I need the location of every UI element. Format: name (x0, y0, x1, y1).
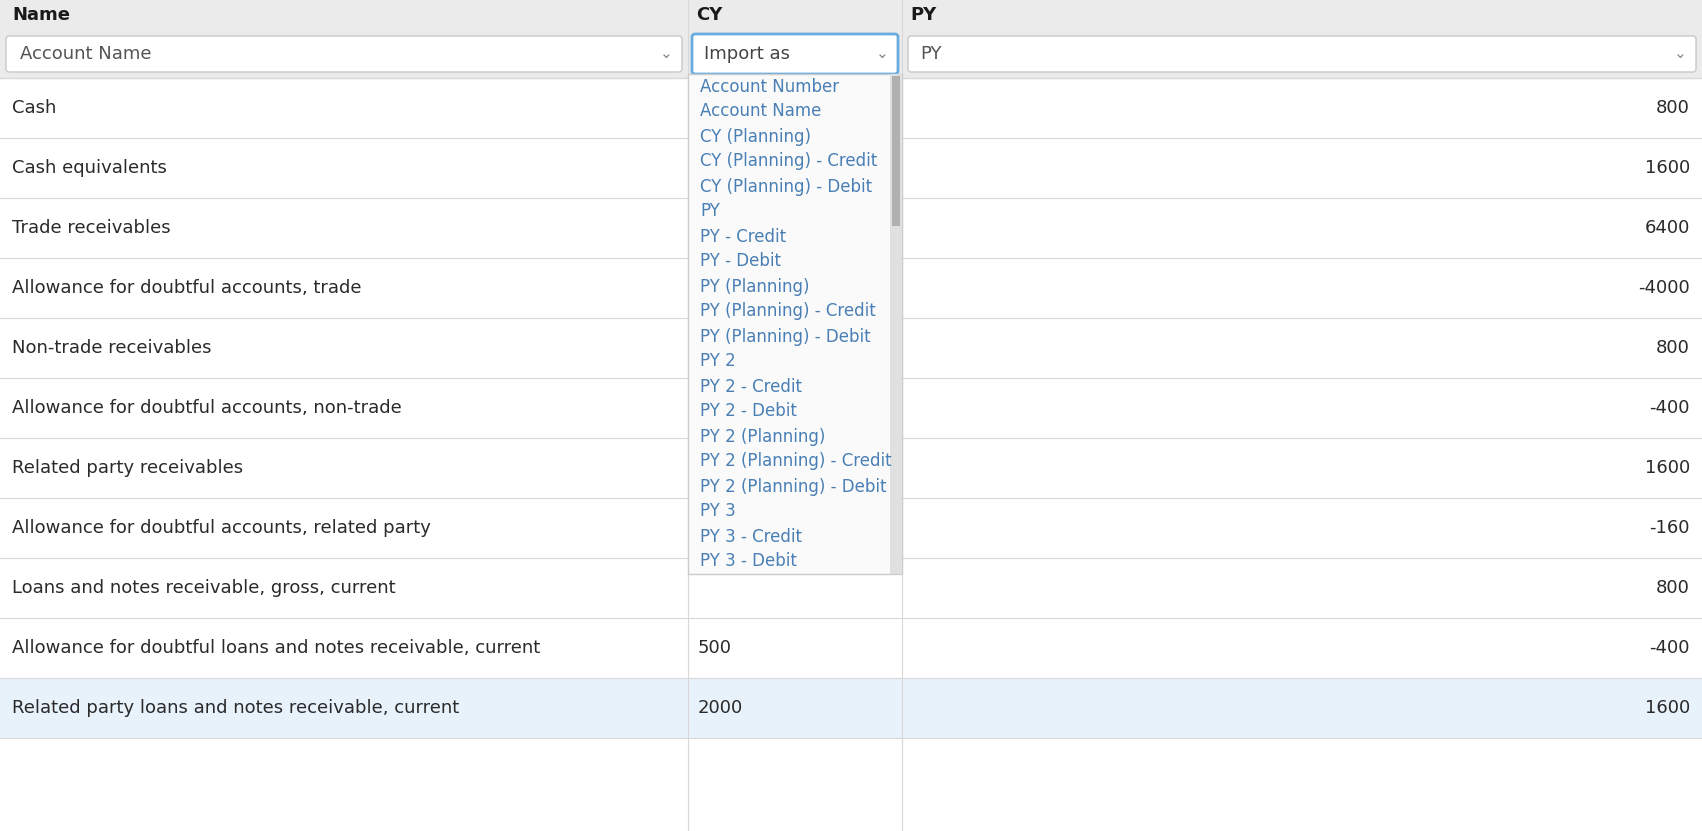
Text: ⌄: ⌄ (1673, 47, 1687, 61)
Text: -400: -400 (1649, 399, 1690, 417)
Text: PY 2: PY 2 (700, 352, 735, 371)
Text: PY 3: PY 3 (700, 503, 735, 520)
Text: Loans and notes receivable, gross, current: Loans and notes receivable, gross, curre… (12, 579, 395, 597)
Text: -160: -160 (1649, 519, 1690, 537)
Text: PY - Credit: PY - Credit (700, 228, 786, 245)
Text: ⌄: ⌄ (875, 47, 888, 61)
Bar (0, 258, 1702, 318)
Text: Account Name: Account Name (20, 45, 151, 63)
Bar (0, 618, 1702, 678)
Bar (0, 138, 1702, 198)
FancyBboxPatch shape (907, 36, 1695, 72)
Text: PY 2 - Debit: PY 2 - Debit (700, 402, 797, 420)
Text: Account Number: Account Number (700, 77, 839, 96)
Text: Related party receivables: Related party receivables (12, 459, 243, 477)
Text: 6400: 6400 (1644, 219, 1690, 237)
Text: 800: 800 (1656, 99, 1690, 117)
Text: Related party loans and notes receivable, current: Related party loans and notes receivable… (12, 699, 460, 717)
Text: CY (Planning) - Credit: CY (Planning) - Credit (700, 153, 877, 170)
Text: CY (Planning): CY (Planning) (700, 127, 810, 145)
Text: PY 2 (Planning) - Debit: PY 2 (Planning) - Debit (700, 478, 887, 495)
Text: PY 2 (Planning): PY 2 (Planning) (700, 427, 825, 445)
Text: Allowance for doubtful accounts, related party: Allowance for doubtful accounts, related… (12, 519, 431, 537)
Text: PY (Planning) - Credit: PY (Planning) - Credit (700, 302, 877, 321)
Bar (688, 74, 902, 574)
Text: 800: 800 (1656, 339, 1690, 357)
FancyBboxPatch shape (7, 36, 683, 72)
Text: Import as: Import as (705, 45, 790, 63)
Text: -400: -400 (1649, 639, 1690, 657)
Bar (0, 378, 1702, 438)
Text: Allowance for doubtful loans and notes receivable, current: Allowance for doubtful loans and notes r… (12, 639, 540, 657)
Text: CY (Planning) - Debit: CY (Planning) - Debit (700, 178, 871, 195)
Bar (0, 498, 1702, 558)
Text: PY: PY (921, 45, 941, 63)
Bar (0, 198, 1702, 258)
Text: PY 2 - Credit: PY 2 - Credit (700, 377, 802, 396)
Bar (0, 78, 1702, 138)
FancyBboxPatch shape (693, 34, 899, 74)
Text: Name: Name (12, 6, 70, 24)
Text: Account Name: Account Name (700, 102, 822, 120)
Text: Cash equivalents: Cash equivalents (12, 159, 167, 177)
Bar (688, 74, 902, 574)
Bar (890, 74, 902, 574)
Text: -4000: -4000 (1639, 279, 1690, 297)
Text: 1600: 1600 (1644, 159, 1690, 177)
Text: Trade receivables: Trade receivables (12, 219, 170, 237)
Text: 1600: 1600 (1644, 699, 1690, 717)
Bar (0, 318, 1702, 378)
Text: Non-trade receivables: Non-trade receivables (12, 339, 211, 357)
Bar (0, 438, 1702, 498)
Text: PY (Planning) - Debit: PY (Planning) - Debit (700, 327, 871, 346)
Text: 2000: 2000 (698, 699, 744, 717)
Bar (892, 76, 900, 226)
Bar (0, 558, 1702, 618)
Text: PY 2 (Planning) - Credit: PY 2 (Planning) - Credit (700, 453, 892, 470)
Text: PY: PY (911, 6, 936, 24)
Text: ⌄: ⌄ (660, 47, 672, 61)
Text: Cash: Cash (12, 99, 56, 117)
Text: Allowance for doubtful accounts, trade: Allowance for doubtful accounts, trade (12, 279, 361, 297)
Bar (0, 0, 1702, 78)
Text: PY (Planning): PY (Planning) (700, 278, 810, 296)
Text: CY: CY (696, 6, 722, 24)
Text: Allowance for doubtful accounts, non-trade: Allowance for doubtful accounts, non-tra… (12, 399, 402, 417)
Bar (0, 678, 1702, 738)
Text: PY - Debit: PY - Debit (700, 253, 781, 271)
Text: PY 3 - Debit: PY 3 - Debit (700, 553, 797, 571)
Text: 500: 500 (698, 639, 732, 657)
Text: 1600: 1600 (1644, 459, 1690, 477)
Text: PY 3 - Credit: PY 3 - Credit (700, 528, 802, 545)
Text: 800: 800 (1656, 579, 1690, 597)
Text: PY: PY (700, 203, 720, 220)
